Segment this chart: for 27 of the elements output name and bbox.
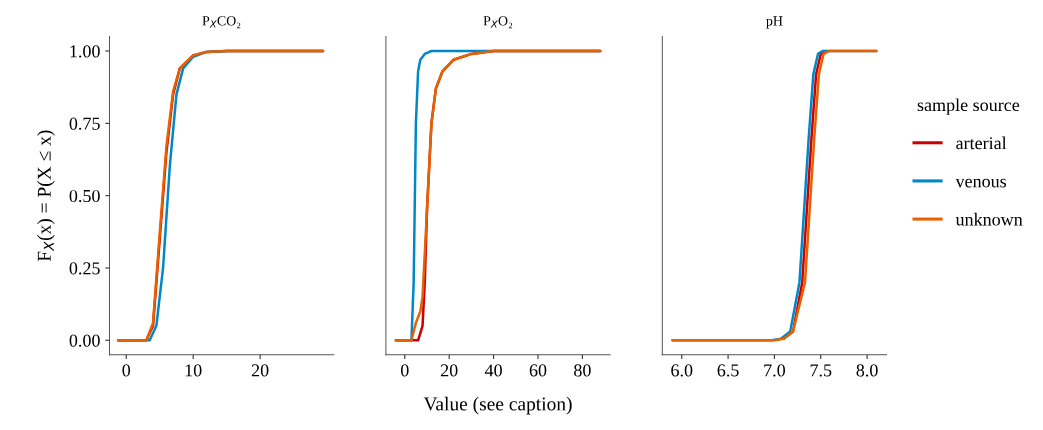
- chart-title: P$_{X}$O₂: [483, 16, 513, 29]
- chart-title: pH: [766, 16, 783, 29]
- x-tick-label: 6.0: [671, 364, 693, 377]
- legend-label: venous: [955, 178, 1007, 188]
- y-tick-label: 0.00: [69, 334, 100, 347]
- x-tick-label: 0: [122, 364, 131, 377]
- y-tick-label: 0.25: [69, 262, 100, 275]
- x-tick-label: 20: [251, 364, 269, 377]
- x-tick-label: 7.0: [764, 364, 786, 377]
- x-tick-label: 7.5: [810, 364, 832, 377]
- x-tick-label: 0: [400, 364, 409, 377]
- y-tick-label: 0.50: [69, 189, 100, 203]
- y-tick-label: 1.00: [70, 45, 100, 58]
- legend-label: arterial: [956, 136, 1007, 150]
- chart-title: P$_{X}$CO₂: [202, 16, 241, 29]
- x-tick-label: 8.0: [856, 364, 878, 377]
- legend-label: unknown: [955, 212, 1023, 226]
- y-tick-label: 0.75: [69, 117, 100, 130]
- x-tick-label: 20: [440, 364, 458, 377]
- y-axis-title: F$_{X}$(x) = P(X ≤ x): [37, 130, 55, 262]
- x-tick-label: 40: [484, 364, 502, 377]
- x-tick-label: 60: [529, 364, 547, 377]
- legend-title: sample source: [917, 98, 1020, 115]
- x-tick-label: 10: [185, 364, 202, 377]
- x-tick-label: 6.5: [717, 364, 739, 377]
- x-axis-title: Value (see caption): [423, 396, 572, 415]
- x-tick-label: 80: [574, 364, 591, 377]
